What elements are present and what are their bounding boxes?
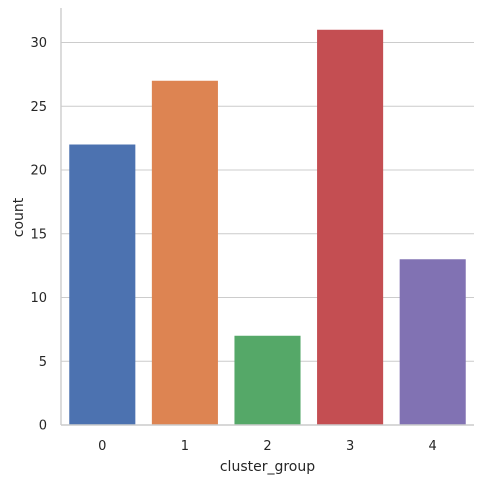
x-tick-labels: 0 1 2 3 4	[98, 439, 437, 454]
y-tick-label-5: 5	[39, 355, 47, 370]
y-tick-label-0: 0	[39, 419, 47, 434]
x-tick-label-3: 3	[346, 439, 354, 454]
bar-1	[151, 80, 218, 425]
x-tick-label-2: 2	[263, 439, 271, 454]
y-axis-label: count	[11, 197, 27, 237]
y-tick-labels: 0 5 10 15 20 25 30	[30, 36, 47, 433]
x-tick-label-4: 4	[429, 439, 437, 454]
bar-2	[234, 335, 301, 425]
y-tick-label-15: 15	[30, 227, 47, 242]
bars	[69, 29, 466, 426]
bar-3	[317, 29, 384, 426]
bar-4	[399, 259, 466, 425]
y-tick-label-10: 10	[30, 291, 47, 306]
x-tick-label-1: 1	[181, 439, 189, 454]
bar-0	[69, 144, 136, 425]
y-tick-label-30: 30	[30, 36, 47, 51]
axis-spines	[60, 8, 474, 426]
x-tick-label-0: 0	[98, 439, 106, 454]
y-tick-label-25: 25	[30, 100, 47, 115]
y-tick-label-20: 20	[30, 164, 47, 179]
x-axis-label: cluster_group	[220, 459, 315, 475]
